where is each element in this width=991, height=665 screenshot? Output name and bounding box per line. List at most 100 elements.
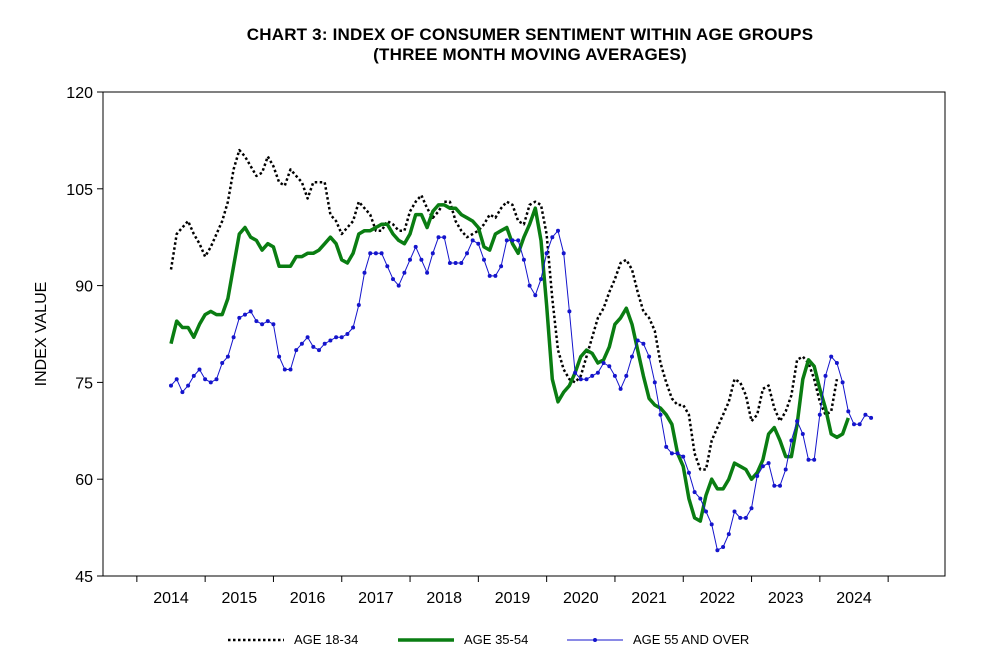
- data-point-age-55-and-over: [396, 283, 401, 288]
- data-point-age-55-and-over: [800, 432, 805, 436]
- data-point-age-55-and-over: [169, 383, 173, 388]
- legend-swatch-dotted: [228, 638, 284, 641]
- data-point-age-55-and-over: [288, 367, 293, 372]
- data-point-age-55-and-over: [556, 228, 560, 233]
- data-point-age-55-and-over: [783, 467, 788, 472]
- data-point-age-55-and-over: [465, 251, 469, 256]
- data-point-age-55-and-over: [789, 438, 794, 443]
- data-point-age-55-and-over: [419, 257, 424, 262]
- data-point-age-55-and-over: [578, 377, 583, 382]
- data-point-age-55-and-over: [635, 338, 640, 343]
- data-point-age-55-and-over: [795, 419, 800, 424]
- data-point-age-55-and-over: [743, 515, 748, 520]
- data-point-age-55-and-over: [846, 409, 851, 414]
- data-point-age-55-and-over: [351, 325, 356, 330]
- data-point-age-55-and-over: [277, 354, 282, 359]
- data-point-age-55-and-over: [482, 257, 486, 262]
- x-tick-label: 2017: [358, 590, 394, 607]
- data-point-age-55-and-over: [447, 261, 452, 265]
- data-point-age-55-and-over: [840, 380, 845, 385]
- series-line-age-35-54: [169, 203, 850, 523]
- data-point-age-55-and-over: [271, 322, 276, 327]
- data-point-age-55-and-over: [317, 348, 321, 353]
- data-point-age-55-and-over: [624, 373, 629, 378]
- data-point-age-55-and-over: [225, 354, 230, 359]
- data-point-age-55-and-over: [755, 474, 760, 478]
- data-point-age-55-and-over: [533, 293, 538, 298]
- data-point-age-55-and-over: [652, 380, 657, 385]
- x-tick-label: 2014: [153, 590, 189, 607]
- data-point-age-55-and-over: [425, 270, 430, 275]
- x-tick-label: 2021: [631, 590, 667, 607]
- y-tick-label: 75: [75, 375, 93, 392]
- data-point-age-55-and-over: [510, 238, 515, 243]
- series-line-age-55-and-over: [170, 230, 872, 551]
- chart-title: CHART 3: INDEX OF CONSUMER SENTIMENT WIT…: [246, 25, 814, 44]
- x-tick-label: 2024: [836, 590, 872, 607]
- x-tick-label: 2020: [563, 590, 599, 607]
- data-point-age-55-and-over: [299, 341, 304, 346]
- data-point-age-55-and-over: [282, 367, 287, 372]
- data-point-age-55-and-over: [470, 238, 475, 243]
- data-point-age-55-and-over: [436, 235, 441, 240]
- data-point-age-55-and-over: [203, 377, 208, 382]
- data-point-age-55-and-over: [738, 515, 743, 520]
- x-tick-label: 2019: [495, 590, 531, 607]
- data-point-age-55-and-over: [817, 412, 822, 417]
- x-tick-label: 2022: [700, 590, 736, 607]
- data-point-age-55-and-over: [704, 509, 708, 514]
- data-point-age-55-and-over: [766, 461, 771, 466]
- data-point-age-55-and-over: [379, 251, 384, 256]
- data-point-age-55-and-over: [715, 548, 720, 553]
- legend: AGE 18-34 AGE 35-54 AGE 55 AND OVER: [0, 632, 991, 654]
- data-point-age-55-and-over: [681, 454, 686, 459]
- data-point-age-55-and-over: [391, 277, 395, 282]
- data-point-age-55-and-over: [408, 257, 412, 262]
- y-axis: 45 60 75 90 105 120: [66, 85, 103, 586]
- data-point-age-55-and-over: [345, 332, 350, 336]
- chart-subtitle: (THREE MONTH MOVING AVERAGES): [373, 45, 687, 64]
- data-point-age-55-and-over: [186, 383, 191, 388]
- legend-label-age-18-34: AGE 18-34: [294, 632, 359, 647]
- y-tick-label: 45: [75, 569, 93, 586]
- data-point-age-55-and-over: [373, 251, 378, 256]
- data-point-age-55-and-over: [823, 373, 828, 378]
- y-tick-label: 120: [66, 85, 93, 102]
- plot-frame: [102, 91, 946, 577]
- data-point-age-55-and-over: [476, 241, 481, 246]
- data-point-age-55-and-over: [294, 348, 299, 353]
- legend-label-age-35-54: AGE 35-54: [464, 632, 529, 647]
- data-point-age-55-and-over: [180, 390, 185, 395]
- data-point-age-55-and-over: [459, 261, 464, 265]
- data-point-age-55-and-over: [726, 532, 731, 537]
- data-point-age-55-and-over: [328, 338, 333, 343]
- data-point-age-55-and-over: [567, 309, 572, 314]
- x-axis: 2014 2015 2016 2017 2018 2019 2020 2021 2022 2023…: [136, 576, 889, 607]
- data-point-age-55-and-over: [243, 312, 247, 317]
- data-point-age-55-and-over: [487, 273, 492, 278]
- x-tick-label: 2015: [222, 590, 258, 607]
- data-point-age-55-and-over: [208, 380, 213, 385]
- legend-label-age-55-over: AGE 55 AND OVER: [633, 632, 750, 647]
- data-point-age-55-and-over: [521, 257, 526, 262]
- data-point-age-55-and-over: [595, 370, 600, 375]
- data-point-age-55-and-over: [544, 251, 549, 256]
- data-point-age-55-and-over: [334, 335, 339, 340]
- y-axis-label: INDEX VALUE: [33, 282, 50, 387]
- data-point-age-55-and-over: [493, 273, 498, 278]
- data-point-age-55-and-over: [601, 361, 606, 365]
- data-point-age-55-and-over: [772, 483, 777, 488]
- data-point-age-55-and-over: [174, 377, 179, 382]
- data-point-age-55-and-over: [692, 490, 697, 495]
- data-point-age-55-and-over: [265, 319, 270, 324]
- y-tick-label: 90: [75, 279, 93, 296]
- data-point-age-55-and-over: [402, 270, 407, 275]
- data-point-age-55-and-over: [664, 444, 669, 449]
- series-line-age-18-34: [169, 148, 839, 471]
- data-point-age-55-and-over: [322, 341, 327, 346]
- data-point-age-55-and-over: [504, 238, 509, 243]
- legend-swatch-marker: [567, 637, 623, 642]
- data-point-age-55-and-over: [857, 422, 862, 427]
- data-point-age-55-and-over: [834, 361, 839, 365]
- data-point-age-55-and-over: [760, 464, 765, 469]
